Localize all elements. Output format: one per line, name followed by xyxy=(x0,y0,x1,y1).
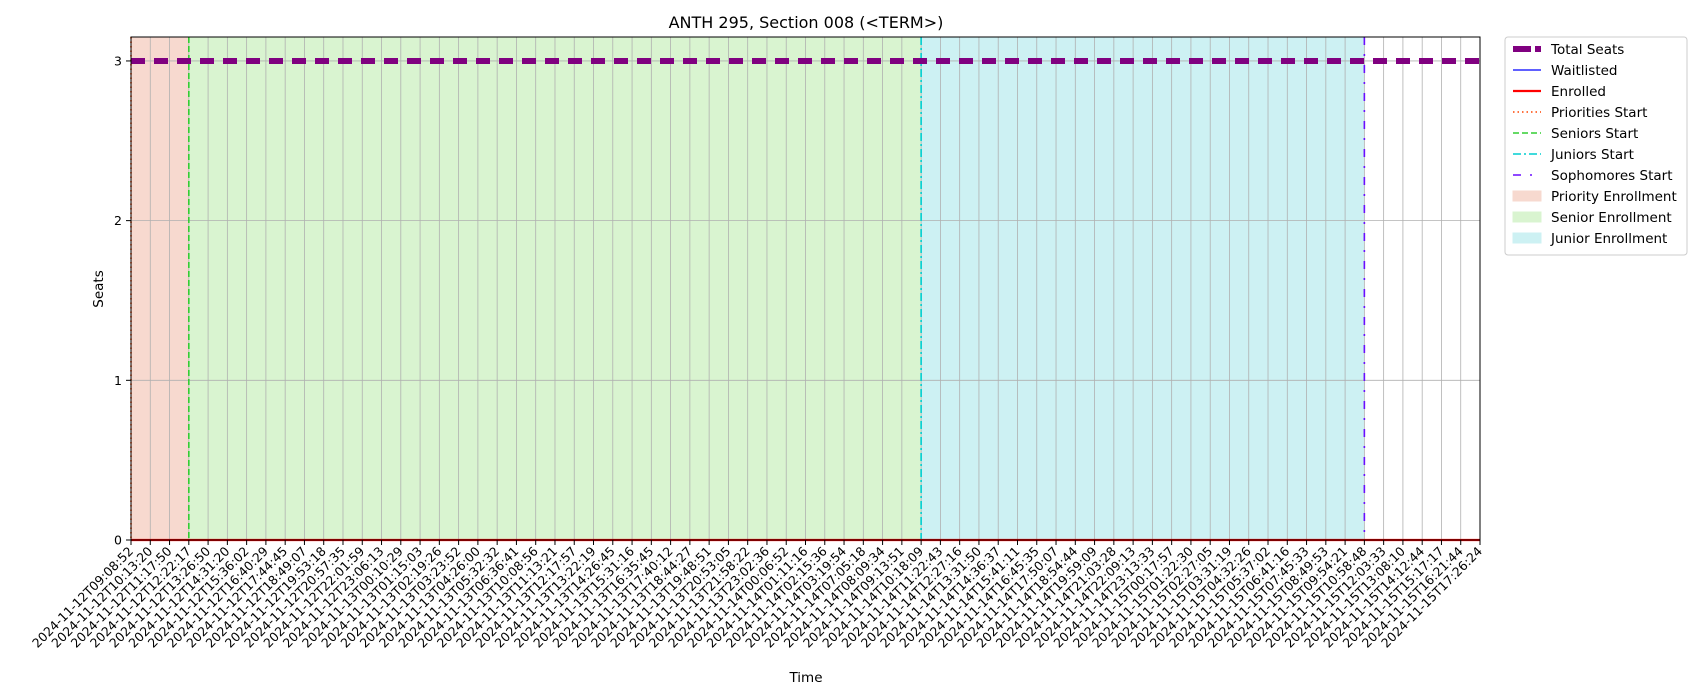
y-tick-label: 0 xyxy=(114,533,122,548)
y-axis-label: Seats xyxy=(91,270,107,307)
span-priority-enrollment xyxy=(131,37,189,540)
legend-box xyxy=(1504,36,1688,256)
y-tick-label: 2 xyxy=(114,213,122,228)
legend-label-sophomores-start: Sophomores Start xyxy=(1551,168,1673,184)
legend-label-priority-enrollment: Priority Enrollment xyxy=(1551,189,1677,205)
legend-label-total-seats: Total Seats xyxy=(1550,42,1624,58)
y-tick-label: 3 xyxy=(114,53,122,68)
legend-swatch-junior-enrollment xyxy=(1512,232,1542,244)
legend-label-senior-enrollment: Senior Enrollment xyxy=(1551,210,1672,226)
legend-label-juniors-start: Juniors Start xyxy=(1550,147,1634,163)
span-junior-enrollment xyxy=(921,37,1365,540)
legend-swatch-senior-enrollment xyxy=(1512,211,1542,223)
legend-swatch-priority-enrollment xyxy=(1512,190,1542,202)
legend: Total Seats Waitlisted Enrolled Priorities … xyxy=(1504,36,1688,256)
chart-title: ANTH 295, Section 008 (<TERM>) xyxy=(669,13,944,32)
x-axis-label: Time xyxy=(788,670,822,686)
legend-label-junior-enrollment: Junior Enrollment xyxy=(1550,231,1667,247)
plot-area: 01232024-11-12T09:08:522024-11-12T10:13:… xyxy=(29,36,1485,651)
legend-label-priorities-start: Priorities Start xyxy=(1551,105,1647,121)
legend-label-enrolled: Enrolled xyxy=(1551,84,1606,100)
legend-label-waitlisted: Waitlisted xyxy=(1551,63,1618,79)
legend-label-seniors-start: Seniors Start xyxy=(1551,126,1638,142)
y-tick-label: 1 xyxy=(114,373,122,388)
